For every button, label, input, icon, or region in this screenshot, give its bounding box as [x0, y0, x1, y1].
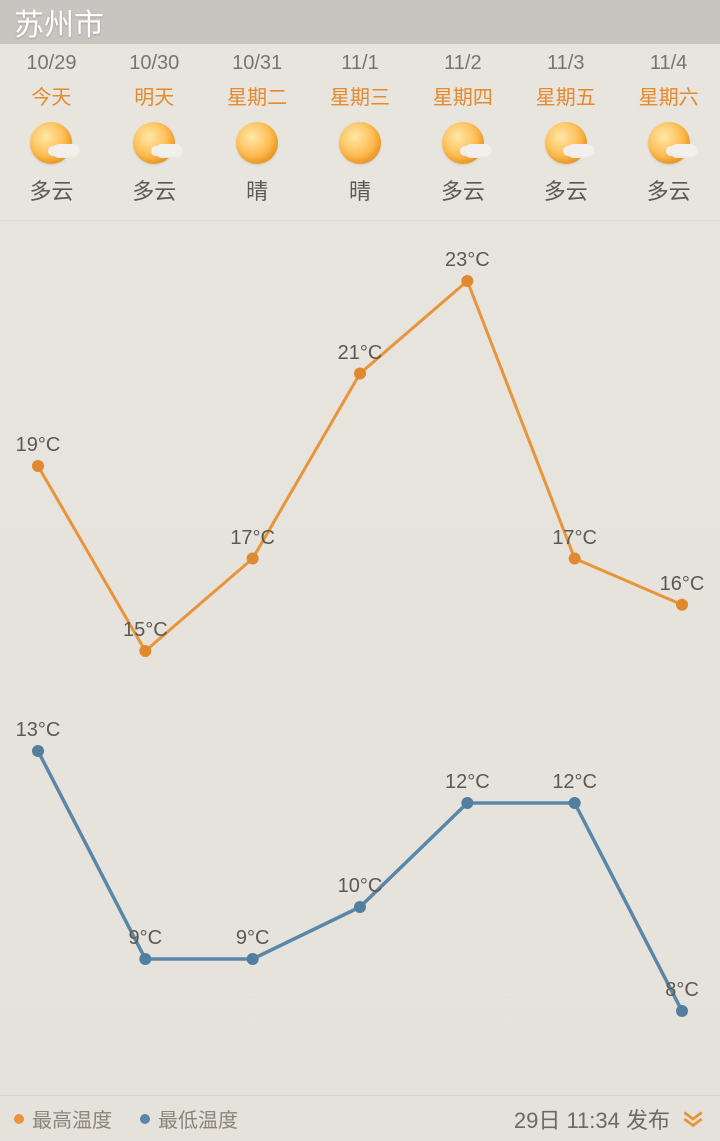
- partly-cloudy-icon: [442, 122, 484, 164]
- low-temp-value-label: 10°C: [338, 875, 383, 898]
- condition-label: 多云: [544, 174, 588, 206]
- day-column[interactable]: 11/1 星期三晴: [309, 52, 412, 206]
- publish-time: 29日 11:34 发布: [514, 1103, 706, 1135]
- day-column[interactable]: 10/31 星期二晴: [206, 52, 309, 206]
- city-name: 苏州市: [14, 0, 104, 44]
- day-label: 星期六: [639, 81, 699, 110]
- day-column[interactable]: 11/4 星期六多云: [617, 52, 720, 206]
- legend-dot-low: [140, 1114, 150, 1124]
- high-temp-point: [139, 645, 151, 657]
- legend-label-low: 最低温度: [158, 1104, 238, 1133]
- condition-label: 晴: [349, 174, 371, 206]
- low-temp-point: [461, 797, 473, 809]
- day-label: 星期五: [536, 81, 596, 110]
- low-temp-value-label: 8°C: [665, 979, 699, 1002]
- day-label: 星期三: [330, 81, 390, 110]
- date-label: 11/3: [547, 52, 584, 75]
- low-temp-point: [569, 797, 581, 809]
- high-temp-point: [676, 599, 688, 611]
- day-column[interactable]: 11/2 星期四多云: [411, 52, 514, 206]
- chevron-down-icon[interactable]: [680, 1106, 706, 1132]
- condition-label: 晴: [246, 174, 268, 206]
- high-temp-value-label: 17°C: [230, 527, 275, 550]
- high-temp-value-label: 21°C: [338, 342, 383, 365]
- high-temp-value-label: 23°C: [445, 249, 490, 272]
- day-label: 今天: [31, 81, 71, 110]
- high-temp-value-label: 19°C: [16, 434, 61, 457]
- day-label: 星期二: [227, 81, 287, 110]
- partly-cloudy-icon: [648, 122, 690, 164]
- day-label: 明天: [134, 81, 174, 110]
- low-temp-value-label: 9°C: [129, 927, 163, 950]
- high-temp-value-label: 15°C: [123, 619, 168, 642]
- legend-dot-high: [14, 1114, 24, 1124]
- legend-bar: 最高温度 最低温度 29日 11:34 发布: [0, 1095, 720, 1141]
- legend-label-high: 最高温度: [32, 1104, 112, 1133]
- condition-label: 多云: [29, 174, 73, 206]
- partly-cloudy-icon: [133, 122, 175, 164]
- low-temp-point: [354, 901, 366, 913]
- high-temp-point: [247, 553, 259, 565]
- high-temp-line: [38, 281, 682, 651]
- condition-label: 多云: [132, 174, 176, 206]
- high-temp-point: [354, 368, 366, 380]
- day-column[interactable]: 10/30 明天多云: [103, 52, 206, 206]
- date-label: 10/30: [129, 52, 179, 75]
- high-temp-point: [569, 553, 581, 565]
- condition-label: 多云: [441, 174, 485, 206]
- date-label: 10/29: [26, 52, 76, 75]
- low-temp-value-label: 9°C: [236, 927, 270, 950]
- header-bar: 苏州市: [0, 0, 720, 44]
- temperature-chart: 19°C 15°C 17°C 21°C 23°C 17°C 16°C 13°C 9°C 9°C 10…: [0, 221, 720, 1101]
- high-temp-point: [461, 275, 473, 287]
- partly-cloudy-icon: [545, 122, 587, 164]
- high-temp-value-label: 16°C: [660, 573, 705, 596]
- publish-text: 29日 11:34 发布: [514, 1103, 670, 1135]
- low-temp-value-label: 12°C: [552, 771, 597, 794]
- date-label: 11/1: [341, 52, 378, 75]
- low-temp-value-label: 12°C: [445, 771, 490, 794]
- sunny-icon: [236, 122, 278, 164]
- low-temp-point: [676, 1005, 688, 1017]
- date-label: 11/4: [650, 52, 687, 75]
- day-label: 星期四: [433, 81, 493, 110]
- partly-cloudy-icon: [30, 122, 72, 164]
- low-temp-value-label: 13°C: [16, 719, 61, 742]
- sunny-icon: [339, 122, 381, 164]
- high-temp-value-label: 17°C: [552, 527, 597, 550]
- day-column[interactable]: 10/29 今天多云: [0, 52, 103, 206]
- day-column[interactable]: 11/3 星期五多云: [514, 52, 617, 206]
- low-temp-point: [32, 745, 44, 757]
- low-temp-point: [139, 953, 151, 965]
- low-temp-point: [247, 953, 259, 965]
- condition-label: 多云: [647, 174, 691, 206]
- date-label: 10/31: [232, 52, 282, 75]
- forecast-row: 10/29 今天多云 10/30 明天多云 10/31 星期二晴 11/1 星期三晴 11/2 星…: [0, 44, 720, 221]
- high-temp-point: [32, 460, 44, 472]
- date-label: 11/2: [444, 52, 481, 75]
